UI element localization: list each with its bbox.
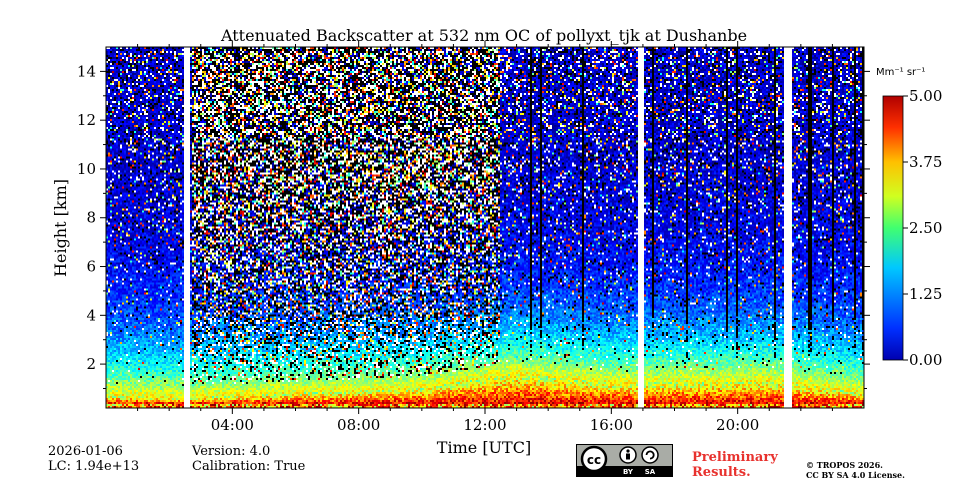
license-text: © TROPOS 2026. CC BY SA 4.0 License. — [806, 460, 905, 480]
x-tick-label: 16:00 — [590, 416, 633, 434]
x-axis-label: Time [UTC] — [437, 438, 531, 457]
x-tick-label: 12:00 — [463, 416, 506, 434]
footer-left: 2026-01-06 LC: 1.94e+13 — [48, 444, 139, 474]
y-tick-label: 8 — [86, 209, 96, 227]
colorbar-tick-label: 2.50 — [909, 219, 942, 237]
cc-sa-text: SA — [645, 468, 656, 476]
preliminary-line2: Results. — [692, 465, 751, 480]
y-tick-label: 12 — [77, 111, 96, 129]
colorbar-tick-label: 3.75 — [909, 153, 942, 171]
cc-logo-icon: cc BY SA — [577, 445, 672, 476]
plot-area — [105, 46, 865, 409]
svg-text:cc: cc — [587, 453, 601, 467]
colorbar-tick-label: 5.00 — [909, 87, 942, 105]
y-tick-label: 2 — [86, 355, 96, 373]
preliminary-line1: Preliminary — [692, 450, 778, 465]
license-line1: © TROPOS 2026. — [806, 460, 883, 470]
x-tick-label: 20:00 — [716, 416, 759, 434]
colorbar-gradient — [882, 95, 904, 361]
y-tick-label: 6 — [86, 258, 96, 276]
colorbar-tick-label: 1.25 — [909, 285, 942, 303]
y-tick-label: 10 — [77, 160, 96, 178]
y-tick-label: 14 — [77, 62, 96, 80]
lidar-constant: LC: 1.94e+13 — [48, 459, 140, 474]
license-line2: CC BY SA 4.0 License. — [806, 470, 905, 480]
version-label: Version: 4.0 — [192, 444, 271, 459]
preliminary-notice: Preliminary Results. — [692, 450, 778, 480]
y-tick-label: 4 — [86, 306, 96, 324]
colorbar: Mm⁻¹ sr⁻¹ 0.00 1.25 2.50 3.75 5.00 — [876, 67, 942, 369]
colorbar-ticks: 0.00 1.25 2.50 3.75 5.00 — [903, 87, 942, 369]
y-axis: 2 4 6 8 10 12 14 — [77, 62, 870, 389]
cc-license-logo: cc BY SA — [576, 444, 673, 477]
backscatter-heatmap — [106, 47, 864, 408]
x-axis: 04:00 08:00 12:00 16:00 20:00 — [137, 41, 833, 434]
x-tick-label: 04:00 — [211, 416, 254, 434]
chart-title: Attenuated Backscatter at 532 nm OC of p… — [220, 26, 747, 45]
y-axis-label: Height [km] — [51, 179, 70, 277]
x-tick-label: 08:00 — [337, 416, 380, 434]
footer-version: Version: 4.0 Calibration: True — [192, 444, 305, 474]
cc-by-text: BY — [623, 468, 634, 476]
colorbar-tick-label: 0.00 — [909, 351, 942, 369]
run-date: 2026-01-06 — [48, 444, 123, 459]
colorbar-unit: Mm⁻¹ sr⁻¹ — [876, 67, 925, 78]
calibration-label: Calibration: True — [192, 459, 306, 474]
